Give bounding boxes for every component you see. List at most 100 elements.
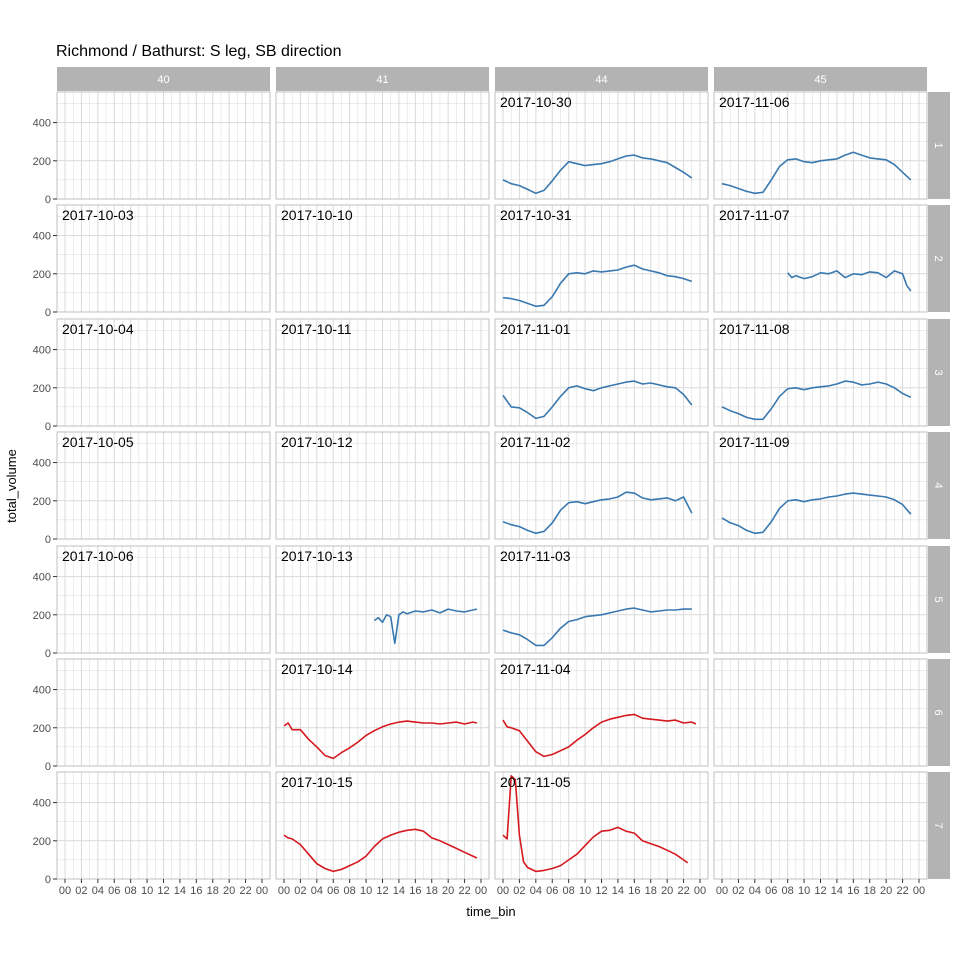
facet-panels: 40 41 44 4512345670200400020040002004000200… <box>33 67 950 897</box>
y-tick-label: 0 <box>45 534 51 546</box>
x-tick-label: 00 <box>278 885 290 897</box>
panel-date-label: 2017-10-04 <box>62 321 134 337</box>
row-strip-bg <box>928 432 950 539</box>
row-strip-1: 1 <box>928 92 950 199</box>
x-tick-label: 08 <box>344 885 356 897</box>
x-tick-label: 06 <box>546 885 558 897</box>
y-tick-label: 200 <box>33 156 51 168</box>
panel-border <box>713 318 928 427</box>
column-strip-label: 45 <box>814 74 826 86</box>
panel-border <box>56 318 271 427</box>
y-axis-label: total_volume <box>4 449 19 523</box>
series-line-2017-11-05 <box>502 774 689 873</box>
series-line-2017-10-30 <box>502 154 693 195</box>
row-strip-label: 4 <box>932 482 944 488</box>
panel-border <box>713 658 928 767</box>
panel-45-3 <box>713 318 928 427</box>
x-tick-label: 00 <box>475 885 487 897</box>
x-tick-label: 16 <box>847 885 859 897</box>
x-tick-label: 20 <box>442 885 454 897</box>
panel-border <box>56 431 271 540</box>
x-tick-label: 00 <box>497 885 509 897</box>
panel-date-label: 2017-10-31 <box>500 207 572 223</box>
row-strip-6: 6 <box>928 659 950 766</box>
x-tick-label: 02 <box>294 885 306 897</box>
panel-date-label: 2017-11-02 <box>500 434 571 450</box>
x-tick-label: 18 <box>207 885 219 897</box>
panel-border <box>275 204 490 313</box>
column-strip-bg <box>276 67 489 91</box>
row-strip-bg <box>928 319 950 426</box>
x-tick-label: 12 <box>157 885 169 897</box>
row-strip-label: 2 <box>932 255 944 261</box>
panel-45-5 <box>713 545 928 654</box>
series-line-2017-10-31 <box>502 264 693 308</box>
row-strip-7: 7 <box>928 772 950 879</box>
y-tick-label: 400 <box>33 572 51 584</box>
x-tick-label: 16 <box>628 885 640 897</box>
panel-border <box>275 431 490 540</box>
x-tick-label: 22 <box>458 885 470 897</box>
panel-40-5 <box>56 545 271 654</box>
panel-40-2 <box>56 204 271 313</box>
x-tick-label: 02 <box>732 885 744 897</box>
panel-date-label: 2017-10-06 <box>62 548 134 564</box>
x-tick-label: 10 <box>798 885 810 897</box>
x-tick-label: 06 <box>327 885 339 897</box>
y-tick-label: 400 <box>33 798 51 810</box>
row-strip-3: 3 <box>928 319 950 426</box>
x-tick-label: 04 <box>749 885 761 897</box>
panel-date-label: 2017-11-06 <box>719 94 790 110</box>
series-line-2017-11-08 <box>721 380 912 421</box>
row-strip-bg <box>928 772 950 879</box>
row-strip-label: 5 <box>932 596 944 602</box>
row-strip-bg <box>928 659 950 766</box>
panel-date-label: 2017-11-09 <box>719 434 790 450</box>
panel-border <box>56 545 271 654</box>
series-line-2017-11-09 <box>721 492 912 535</box>
panel-border <box>275 658 490 767</box>
y-tick-label: 400 <box>33 231 51 243</box>
x-tick-label: 20 <box>223 885 235 897</box>
row-strip-bg <box>928 92 950 199</box>
panel-44-2 <box>494 204 709 313</box>
row-strip-label: 6 <box>932 709 944 715</box>
column-strip-bg <box>495 67 708 91</box>
panel-41-2 <box>275 204 490 313</box>
panel-45-1 <box>713 91 928 200</box>
series-line-2017-11-06 <box>721 151 912 195</box>
panel-border <box>56 658 271 767</box>
x-tick-label: 14 <box>612 885 624 897</box>
x-tick-label: 00 <box>913 885 925 897</box>
x-tick-label: 18 <box>645 885 657 897</box>
x-tick-label: 02 <box>513 885 525 897</box>
x-tick-label: 06 <box>108 885 120 897</box>
panel-border <box>713 91 928 200</box>
panel-date-label: 2017-10-15 <box>281 774 353 790</box>
x-tick-label: 08 <box>563 885 575 897</box>
x-tick-label: 18 <box>864 885 876 897</box>
panel-border <box>494 91 709 200</box>
panel-date-label: 2017-10-11 <box>281 321 352 337</box>
panel-border <box>713 545 928 654</box>
panel-41-4 <box>275 431 490 540</box>
panel-border <box>713 204 928 313</box>
panel-date-label: 2017-10-03 <box>62 207 134 223</box>
y-tick-label: 400 <box>33 685 51 697</box>
column-strip-44: 44 <box>495 67 708 91</box>
panel-44-4 <box>494 431 709 540</box>
x-tick-label: 00 <box>694 885 706 897</box>
panel-border <box>494 318 709 427</box>
panel-border <box>56 204 271 313</box>
panel-date-label: 2017-11-04 <box>500 661 571 677</box>
series-line-2017-10-15 <box>283 828 478 873</box>
panel-border <box>494 204 709 313</box>
x-tick-label: 06 <box>765 885 777 897</box>
y-tick-label: 200 <box>33 269 51 281</box>
panel-border <box>494 658 709 767</box>
panel-41-6 <box>275 658 490 767</box>
row-strip-2: 2 <box>928 205 950 312</box>
x-tick-label: 00 <box>256 885 268 897</box>
series-line-2017-11-04 <box>502 713 697 758</box>
